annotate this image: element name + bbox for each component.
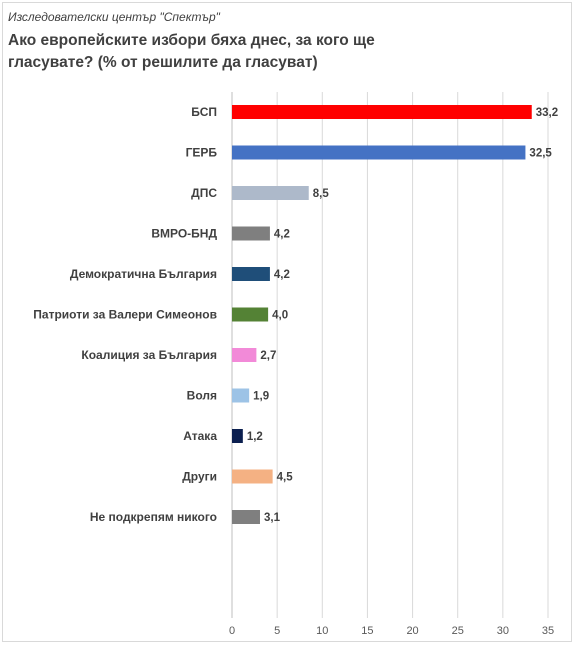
- bar: [232, 105, 532, 119]
- category-label: БСП: [191, 105, 217, 119]
- category-label: ВМРО-БНД: [151, 227, 217, 241]
- x-tick-label: 10: [316, 625, 328, 637]
- category-label: Патриоти за Валери Симеонов: [33, 308, 217, 322]
- data-label: 32,5: [529, 148, 552, 160]
- bar: [232, 429, 243, 443]
- bar: [232, 145, 526, 160]
- data-label: 1,2: [247, 431, 263, 443]
- category-label: ГЕРБ: [186, 146, 218, 160]
- data-label: 8,5: [313, 188, 330, 200]
- bar: [232, 186, 309, 200]
- category-label: Атака: [183, 429, 217, 443]
- data-label: 1,9: [253, 391, 269, 403]
- bar: [232, 469, 273, 484]
- bar: [232, 307, 269, 322]
- x-tick-label: 20: [406, 625, 418, 637]
- bar: [232, 226, 270, 241]
- bar: [232, 510, 260, 524]
- category-label: Коалиция за България: [81, 348, 217, 362]
- x-tick-label: 30: [497, 625, 509, 637]
- data-label: 4,5: [277, 472, 294, 484]
- x-tick-label: 5: [274, 625, 280, 637]
- category-label: ДПС: [191, 186, 217, 200]
- x-tick-label: 35: [542, 625, 554, 637]
- category-label: Демократична България: [70, 267, 217, 281]
- x-tick-label: 25: [452, 625, 464, 637]
- category-label: Не подкрепям никого: [90, 510, 217, 524]
- x-tick-label: 15: [361, 625, 373, 637]
- data-label: 4,0: [272, 310, 288, 322]
- bar: [232, 348, 257, 362]
- chart-title: Ако европейските избори бяха днес, за ко…: [8, 32, 375, 71]
- data-label: 3,1: [264, 512, 281, 524]
- x-tick-label: 0: [229, 625, 235, 637]
- bar: [232, 267, 270, 281]
- data-label: 4,2: [274, 229, 290, 241]
- category-label: Воля: [187, 389, 217, 403]
- data-label: 33,2: [536, 107, 558, 119]
- bar: [232, 388, 250, 403]
- chart-source: Изследователски център "Спектър": [8, 10, 220, 24]
- data-label: 2,7: [260, 350, 276, 362]
- data-label: 4,2: [274, 269, 290, 281]
- category-label: Други: [182, 470, 217, 484]
